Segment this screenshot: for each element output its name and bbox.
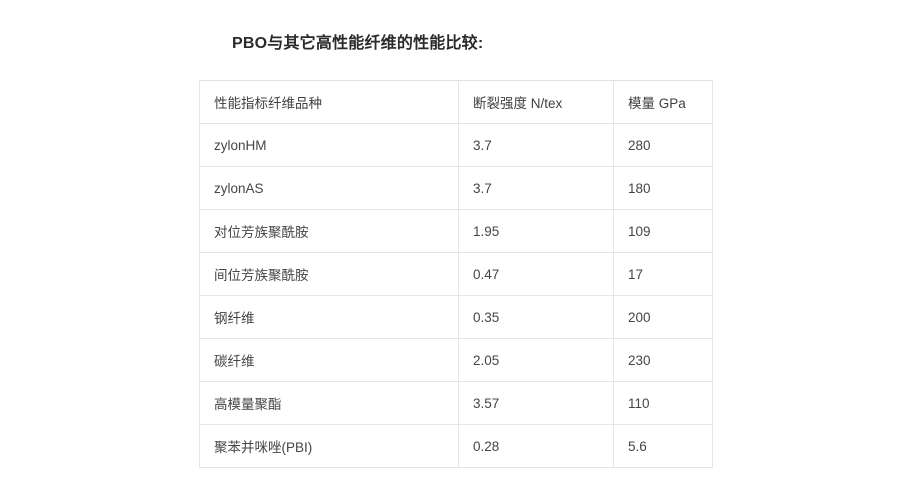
- cell-strength: 2.05: [458, 338, 614, 382]
- table-header: 性能指标纤维品种 断裂强度 N/tex 模量 GPa: [199, 80, 713, 124]
- table-row: zylonHM 3.7 280: [199, 123, 713, 167]
- cell-fiber: 高模量聚酯: [199, 381, 459, 425]
- cell-strength: 3.7: [458, 166, 614, 210]
- cell-strength: 3.7: [458, 123, 614, 167]
- table-row: 间位芳族聚酰胺 0.47 17: [199, 252, 713, 296]
- cell-fiber: 间位芳族聚酰胺: [199, 252, 459, 296]
- cell-fiber: 对位芳族聚酰胺: [199, 209, 459, 253]
- cell-fiber: 聚苯并咪唑(PBI): [199, 424, 459, 468]
- cell-modulus: 200: [613, 295, 713, 339]
- cell-fiber: zylonAS: [199, 166, 459, 210]
- cell-fiber: 碳纤维: [199, 338, 459, 382]
- cell-modulus: 280: [613, 123, 713, 167]
- performance-comparison-table: 性能指标纤维品种 断裂强度 N/tex 模量 GPa zylonHM 3.7 2…: [199, 80, 713, 468]
- table-row: zylonAS 3.7 180: [199, 166, 713, 210]
- cell-strength: 1.95: [458, 209, 614, 253]
- cell-strength: 3.57: [458, 381, 614, 425]
- cell-modulus: 110: [613, 381, 713, 425]
- cell-strength: 0.28: [458, 424, 614, 468]
- cell-fiber: zylonHM: [199, 123, 459, 167]
- table-row: 碳纤维 2.05 230: [199, 338, 713, 382]
- performance-table-container: 性能指标纤维品种 断裂强度 N/tex 模量 GPa zylonHM 3.7 2…: [199, 80, 713, 468]
- cell-modulus: 5.6: [613, 424, 713, 468]
- table-body: zylonHM 3.7 280 zylonAS 3.7 180 对位芳族聚酰胺 …: [199, 123, 713, 468]
- cell-strength: 0.35: [458, 295, 614, 339]
- table-header-row: 性能指标纤维品种 断裂强度 N/tex 模量 GPa: [199, 80, 713, 124]
- column-header-fiber: 性能指标纤维品种: [199, 80, 459, 124]
- table-row: 聚苯并咪唑(PBI) 0.28 5.6: [199, 424, 713, 468]
- table-row: 高模量聚酯 3.57 110: [199, 381, 713, 425]
- column-header-modulus: 模量 GPa: [613, 80, 713, 124]
- cell-modulus: 230: [613, 338, 713, 382]
- table-row: 钢纤维 0.35 200: [199, 295, 713, 339]
- page-title: PBO与其它高性能纤维的性能比较:: [232, 35, 484, 52]
- cell-modulus: 180: [613, 166, 713, 210]
- column-header-strength: 断裂强度 N/tex: [458, 80, 614, 124]
- table-row: 对位芳族聚酰胺 1.95 109: [199, 209, 713, 253]
- cell-strength: 0.47: [458, 252, 614, 296]
- cell-fiber: 钢纤维: [199, 295, 459, 339]
- cell-modulus: 17: [613, 252, 713, 296]
- cell-modulus: 109: [613, 209, 713, 253]
